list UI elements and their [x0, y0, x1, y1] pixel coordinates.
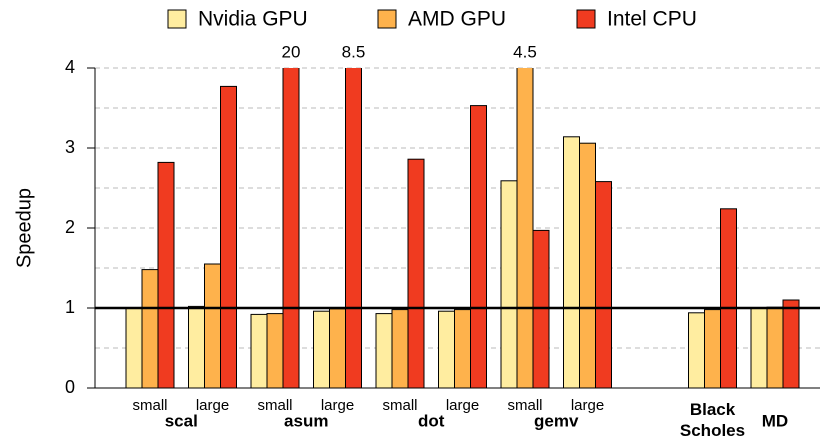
group-label: asum	[284, 411, 328, 430]
bar	[125, 307, 143, 388]
x-tick-label: small	[382, 397, 417, 414]
bars	[125, 68, 800, 388]
y-axis-label: Speedup	[13, 188, 35, 268]
bar	[329, 308, 346, 388]
x-tick-label: small	[257, 397, 292, 414]
bar	[375, 313, 393, 388]
group-label: Black Scholes	[680, 400, 745, 440]
bar	[391, 309, 409, 388]
y-tick-label: 0	[65, 377, 75, 397]
x-tick-label: large	[446, 397, 479, 414]
bar	[688, 312, 705, 388]
legend-swatch	[377, 9, 397, 29]
bar	[454, 309, 471, 388]
bar	[500, 180, 518, 388]
group-label: scal	[165, 411, 198, 430]
x-tick-label: small	[507, 397, 542, 414]
value-label: 8.5	[342, 42, 366, 61]
bar	[563, 136, 580, 388]
group-label: MD	[762, 411, 788, 430]
x-tick-label: small	[132, 397, 167, 414]
bar	[595, 181, 612, 388]
x-tick-label: large	[321, 397, 354, 414]
x-tick-label: large	[196, 397, 229, 414]
group-label: dot	[418, 411, 445, 430]
y-tick-label: 2	[65, 217, 75, 237]
x-tick-label: large	[571, 397, 604, 414]
bar	[266, 313, 284, 388]
y-tick-label: 4	[65, 57, 75, 77]
y-tick-label: 1	[65, 297, 75, 317]
bar	[516, 68, 534, 388]
value-label: 4.5	[513, 42, 537, 61]
bar	[220, 85, 237, 388]
bar	[313, 310, 330, 388]
bar	[438, 310, 455, 388]
bar	[157, 161, 175, 388]
y-tick-label: 3	[65, 137, 75, 157]
bar	[250, 313, 268, 388]
value-label: 20	[282, 42, 301, 61]
bar	[750, 307, 768, 388]
bar	[579, 142, 596, 388]
legend-swatch	[167, 9, 187, 29]
legend-swatch	[576, 9, 596, 29]
bar	[704, 309, 721, 388]
group-label: gemv	[534, 411, 579, 430]
bar	[407, 158, 425, 388]
bar	[188, 305, 205, 388]
bar	[470, 105, 487, 388]
bar	[766, 306, 784, 388]
bar	[141, 269, 159, 388]
bar	[720, 208, 737, 388]
legend-label: Nvidia GPU	[198, 8, 308, 31]
legend-label: Intel CPU	[607, 8, 697, 31]
bar	[782, 299, 800, 388]
bar	[204, 263, 221, 388]
legend-label: AMD GPU	[408, 8, 506, 31]
